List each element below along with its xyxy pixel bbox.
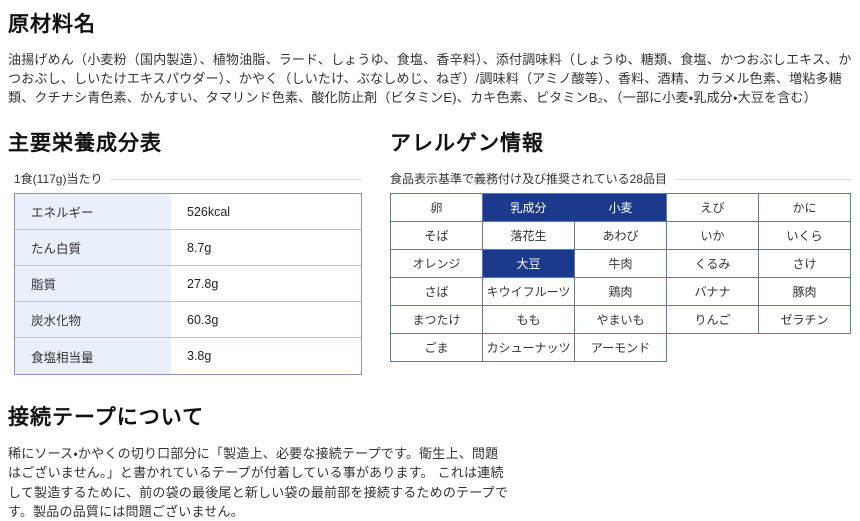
- allergen-section: アレルゲン情報 食品表示基準で義務付け及び推奨されている28品目 卵乳成分 小麦え…: [390, 127, 852, 375]
- ingredients-text: 油揚げめん（小麦粉（国内製造）、植物油脂、ラード、しょうゆ、食塩、香辛料）、添付…: [8, 52, 852, 106]
- allergen-cell: いか: [667, 222, 759, 251]
- allergen-caption: 食品表示基準で義務付け及び推奨されている28品目: [390, 170, 852, 187]
- allergen-cell: くるみ: [667, 250, 759, 279]
- nutrition-caption-text: 1食(117g)当たり: [14, 172, 103, 187]
- nutrition-row: たん白質 8.7g: [15, 230, 361, 267]
- tape-text: 稀にソース・かやくの切り口部分に「製造上、必要な接続テープです。衛生上、問題はご…: [8, 446, 509, 519]
- ingredients-section: 原材料名 油揚げめん（小麦粉（国内製造）、植物油脂、ラード、しょうゆ、食塩、香辛…: [8, 8, 852, 107]
- allergen-cell: りんご: [667, 306, 759, 335]
- nutrition-table: エネルギー 526kcal たん白質 8.7g 脂質 27.8g 炭水化物 60.3g 食塩相当…: [14, 193, 362, 376]
- allergen-caption-text: 食品表示基準で義務付け及び推奨されている28品目: [390, 172, 667, 187]
- nutrition-row-value: 526kcal: [171, 194, 361, 230]
- nutrition-row: 食塩相当量 3.8g: [15, 338, 361, 375]
- allergen-cell: そば: [391, 222, 483, 251]
- product-info-page: { "colors": { "highlight": "#1b3a8e", "g…: [8, 8, 852, 519]
- nutrition-row-label: 脂質: [15, 266, 171, 302]
- allergen-cell: カシューナッツ: [483, 334, 575, 363]
- allergen-cell: いくら: [759, 222, 851, 251]
- allergen-cell: アーモンド: [575, 334, 667, 363]
- nutrition-title: 主要栄養成分表: [8, 132, 162, 156]
- caption-rule: [110, 179, 362, 181]
- allergen-cell-empty: [759, 334, 851, 362]
- tape-title: 接続テープについて: [8, 406, 205, 430]
- nutrition-section: 主要栄養成分表 1食(117g)当たり エネルギー 526kcal たん白質 8.7g…: [8, 127, 374, 376]
- allergen-cell-empty: [667, 334, 759, 362]
- allergen-cell: 卵: [391, 194, 483, 223]
- allergen-cell-contains: 大豆: [483, 250, 575, 279]
- caption-rule: [675, 179, 852, 181]
- tables-row: 主要栄養成分表 1食(117g)当たり エネルギー 526kcal たん白質 8.7g…: [8, 127, 852, 376]
- nutrition-row: エネルギー 526kcal: [15, 194, 361, 231]
- allergen-cell: ごま: [391, 334, 483, 363]
- nutrition-row-label: 炭水化物: [15, 302, 171, 338]
- allergen-cell-contains: 小麦: [575, 194, 667, 223]
- nutrition-row-value: 60.3g: [171, 302, 361, 338]
- allergen-cell: ゼラチン: [759, 306, 851, 335]
- allergen-cell: まつたけ: [391, 306, 483, 335]
- allergen-cell: えび: [667, 194, 759, 223]
- allergen-cell: 落花生: [483, 222, 575, 251]
- allergen-cell: あわび: [575, 222, 667, 251]
- allergen-cell: オレンジ: [391, 250, 483, 279]
- allergen-cell: バナナ: [667, 278, 759, 307]
- nutrition-row-label: エネルギー: [15, 194, 171, 230]
- allergen-cell: 豚肉: [759, 278, 851, 307]
- allergen-cell: もも: [483, 306, 575, 335]
- nutrition-row-value: 3.8g: [171, 338, 361, 375]
- tape-section: 接続テープについて 稀にソース・かやくの切り口部分に「製造上、必要な接続テープで…: [8, 401, 852, 520]
- allergen-cell: かに: [759, 194, 851, 223]
- allergen-cell: さば: [391, 278, 483, 307]
- allergen-cell: やまいも: [575, 306, 667, 335]
- allergen-title: アレルゲン情報: [390, 132, 544, 156]
- ingredients-title: 原材料名: [8, 13, 96, 36]
- allergen-cell: 鶏肉: [575, 278, 667, 307]
- allergen-cell: さけ: [759, 250, 851, 279]
- allergen-grid: 卵乳成分 小麦 えび かにそば 落花生 あわび いか いくらオレンジ 大豆 牛肉 くるみ さけさば キウ…: [390, 193, 851, 363]
- nutrition-row-label: たん白質: [15, 230, 171, 266]
- allergen-cell: キウイフルーツ: [483, 278, 575, 307]
- nutrition-row-value: 27.8g: [171, 266, 361, 302]
- nutrition-row: 脂質 27.8g: [15, 266, 361, 303]
- nutrition-caption: 1食(117g)当たり: [14, 170, 362, 187]
- nutrition-row: 炭水化物 60.3g: [15, 302, 361, 339]
- allergen-cell: 牛肉: [575, 250, 667, 279]
- nutrition-row-label: 食塩相当量: [15, 338, 171, 375]
- allergen-cell-contains: 乳成分: [483, 194, 575, 223]
- nutrition-row-value: 8.7g: [171, 230, 361, 266]
